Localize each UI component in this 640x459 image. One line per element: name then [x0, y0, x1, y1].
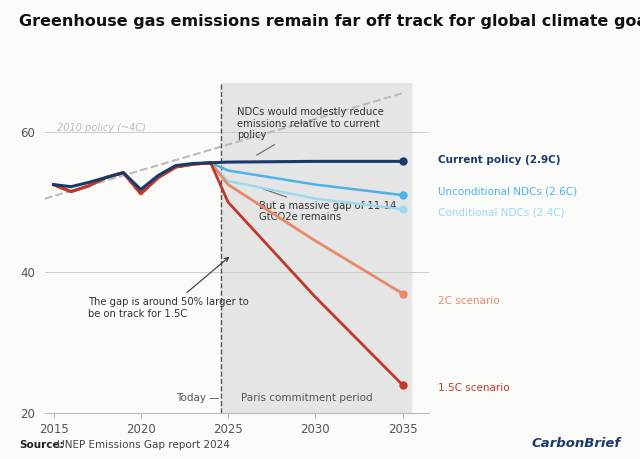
Text: Paris commitment period: Paris commitment period: [241, 392, 372, 403]
Text: Current policy (2.9C): Current policy (2.9C): [438, 155, 561, 165]
Text: 1.5C scenario: 1.5C scenario: [438, 383, 510, 393]
Text: CarbonBrief: CarbonBrief: [532, 437, 621, 450]
Text: Today —: Today —: [176, 392, 220, 403]
Text: NDCs would modestly reduce
emissions relative to current
policy: NDCs would modestly reduce emissions rel…: [237, 107, 383, 155]
Text: Unconditional NDCs (2.6C): Unconditional NDCs (2.6C): [438, 187, 577, 196]
Bar: [221, 83, 412, 413]
Text: 2010 policy (~4C): 2010 policy (~4C): [57, 123, 146, 133]
Text: Conditional NDCs (2.4C): Conditional NDCs (2.4C): [438, 208, 565, 218]
Text: Greenhouse gas emissions remain far off track for global climate goals: Greenhouse gas emissions remain far off …: [19, 14, 640, 29]
Text: Source:: Source:: [19, 440, 64, 450]
Text: The gap is around 50% larger to
be on track for 1.5C: The gap is around 50% larger to be on tr…: [88, 257, 249, 319]
Text: 2C scenario: 2C scenario: [438, 296, 500, 306]
Text: UNEP Emissions Gap report 2024: UNEP Emissions Gap report 2024: [54, 440, 230, 450]
Text: But a massive gap of 11-14
GtCO2e remains: But a massive gap of 11-14 GtCO2e remain…: [253, 185, 397, 222]
